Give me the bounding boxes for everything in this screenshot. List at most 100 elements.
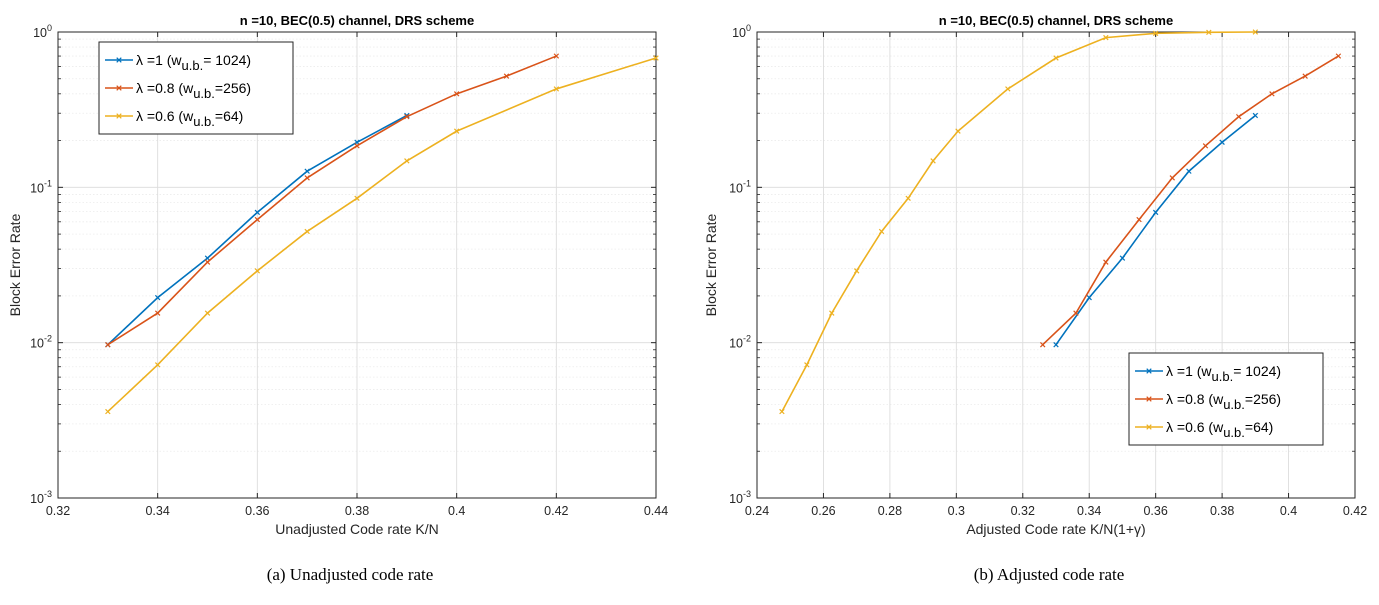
marker-stroke xyxy=(1152,209,1159,216)
data-point xyxy=(1152,30,1159,37)
y-tick-exponent: -1 xyxy=(44,178,52,188)
legend-entry: λ =0.6 (wu.b.=64) xyxy=(105,108,243,129)
y-tick-base: 10 xyxy=(732,26,746,40)
chart-title: n =10, BEC(0.5) channel, DRS scheme xyxy=(939,13,1173,28)
y-tick-base: 10 xyxy=(33,26,47,40)
data-point xyxy=(354,195,360,202)
marker-stroke xyxy=(304,168,310,174)
data-point xyxy=(1302,73,1308,79)
data-point xyxy=(204,255,211,261)
y-tick-label: 100 xyxy=(732,23,751,40)
data-point xyxy=(154,310,161,316)
x-tick-label: 0.4 xyxy=(448,504,465,518)
marker-stroke xyxy=(553,53,560,59)
data-point xyxy=(1335,53,1342,59)
legend-marker xyxy=(116,57,122,63)
data-point xyxy=(1103,34,1109,41)
legend-label-main: λ =1 (w xyxy=(136,52,182,68)
y-tick-label: 100 xyxy=(33,23,52,40)
y-tick-base: 10 xyxy=(30,492,44,506)
data-point xyxy=(853,268,860,274)
data-point xyxy=(105,341,111,348)
data-point xyxy=(1053,341,1059,348)
data-point xyxy=(1053,55,1059,61)
series-3 xyxy=(779,29,1259,415)
y-tick-label: 10-1 xyxy=(729,178,751,195)
marker-stroke xyxy=(905,195,911,202)
ticks: 0.32 0.34 0.36 0.38 0.4 0.42 0.4410010-110-210… xyxy=(30,23,668,518)
figure-caption: (a) Unadjusted code rate xyxy=(267,565,434,584)
data-point xyxy=(1039,341,1046,348)
x-tick-label: 0.44 xyxy=(644,504,668,518)
data-point xyxy=(154,294,161,301)
x-tick-label: 0.38 xyxy=(345,504,369,518)
y-tick-base: 10 xyxy=(729,492,743,506)
marker-stroke xyxy=(354,143,360,149)
data-point xyxy=(1235,113,1242,120)
data-point xyxy=(930,158,936,164)
legend-label-subscript: u.b. xyxy=(1223,397,1245,412)
marker-stroke xyxy=(553,86,560,92)
marker-stroke xyxy=(1119,255,1126,261)
x-tick-label: 0.26 xyxy=(811,504,835,518)
marker-stroke xyxy=(1136,216,1142,223)
marker-stroke xyxy=(503,73,510,79)
data-point xyxy=(304,168,310,174)
legend-label: λ =0.6 (wu.b.=64) xyxy=(1166,419,1273,440)
data-point xyxy=(304,228,310,235)
marker-stroke xyxy=(254,216,261,223)
data-point xyxy=(1252,112,1259,119)
data-point xyxy=(404,113,410,120)
marker-stroke xyxy=(829,310,835,316)
y-tick-base: 10 xyxy=(729,181,743,195)
marker-stroke xyxy=(254,268,261,274)
x-tick-label: 0.42 xyxy=(544,504,568,518)
y-axis-label: Block Error Rate xyxy=(703,213,719,316)
marker-stroke xyxy=(105,341,111,348)
marker-stroke xyxy=(453,91,460,97)
marker-stroke xyxy=(304,175,310,181)
series-2 xyxy=(1039,53,1342,348)
legend-label-tail: =64) xyxy=(215,108,243,124)
marker-stroke xyxy=(204,255,211,261)
legend-entry: λ =0.8 (wu.b.=256) xyxy=(105,80,251,101)
data-point xyxy=(453,128,460,134)
data-point xyxy=(304,175,310,181)
marker-stroke xyxy=(1053,55,1059,61)
data-point xyxy=(1169,175,1176,181)
y-tick-exponent: -1 xyxy=(743,178,751,188)
data-point xyxy=(779,408,785,415)
y-tick-label: 10-1 xyxy=(30,178,52,195)
data-point xyxy=(1073,310,1079,316)
legend-label: λ =0.8 (wu.b.=256) xyxy=(136,80,251,101)
marker-stroke xyxy=(1053,341,1059,348)
y-tick-base: 10 xyxy=(30,337,44,351)
y-axis-label: Block Error Rate xyxy=(7,213,23,316)
legend-entry: λ =1 (wu.b.= 1024) xyxy=(1135,363,1281,384)
data-point xyxy=(254,209,261,216)
data-point xyxy=(829,310,835,316)
data-point xyxy=(878,228,885,235)
y-tick-base: 10 xyxy=(30,181,44,195)
data-point xyxy=(653,55,659,61)
x-tick-label: 0.36 xyxy=(245,504,269,518)
x-axis-label: Unadjusted Code rate K/N xyxy=(275,521,438,537)
marker-stroke xyxy=(878,228,885,235)
axes-frame xyxy=(756,31,1356,499)
series-line xyxy=(781,31,1256,412)
marker-stroke xyxy=(254,209,261,216)
chart-adjusted: 0.24 0.26 0.28 0.3 0.32 0.34 0.36 0.38 0.4 0.42 10… xyxy=(703,13,1367,584)
y-tick-exponent: -2 xyxy=(743,334,751,344)
marker-stroke xyxy=(154,310,161,316)
legend-marker xyxy=(116,85,122,91)
marker-stroke xyxy=(779,408,785,415)
data-point xyxy=(453,91,460,97)
legend-label-subscript: u.b. xyxy=(1212,369,1234,384)
x-tick-label: 0.34 xyxy=(145,504,169,518)
marker-stroke xyxy=(1252,112,1259,119)
x-tick-label: 0.42 xyxy=(1343,504,1367,518)
series-line xyxy=(1042,55,1339,346)
x-tick-label: 0.4 xyxy=(1280,504,1297,518)
marker-stroke xyxy=(105,408,111,415)
